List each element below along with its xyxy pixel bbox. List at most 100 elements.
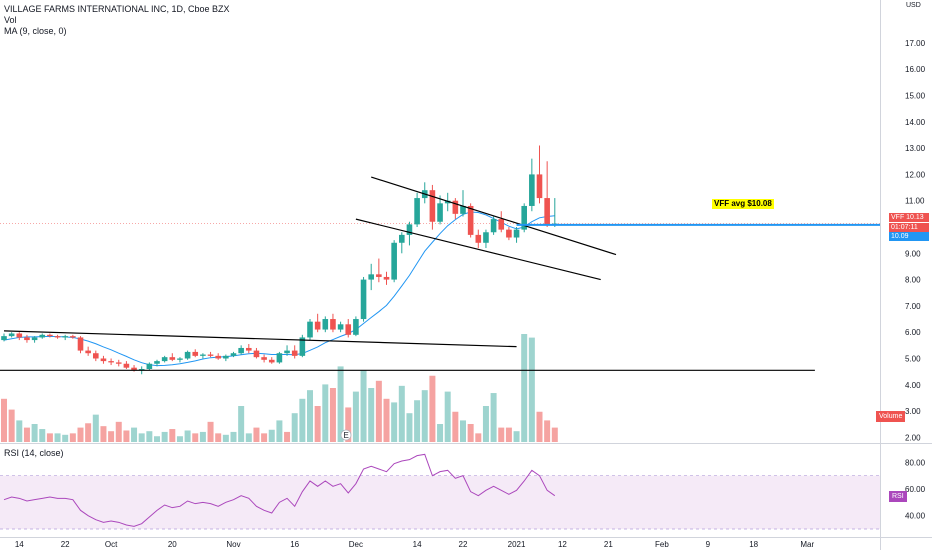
candle-body [444,200,451,204]
time-tick-label: 14 [413,540,422,549]
volume-bar [131,427,138,442]
candle-body [261,357,267,360]
volume-bar [505,427,512,442]
volume-bar [475,433,482,442]
ma-value-tag: 10.09 [889,232,929,241]
rsi-line [3,453,556,527]
candle-body [47,334,53,337]
candle-body [544,198,550,225]
legend-ma[interactable]: MA (9, close, 0) [4,26,67,36]
candle-body [383,276,390,280]
candle-body [353,319,359,335]
candle-body [521,205,527,230]
countdown-tag: 01:07:11 [889,223,929,232]
candle-body [39,334,46,338]
volume-bar [115,421,122,442]
rsi-tick-label: 40.00 [905,512,926,521]
volume-bar [253,427,260,442]
candle-body [299,337,306,356]
candle-body [100,358,107,362]
candle-body [253,350,260,358]
volume-bar [46,433,53,442]
avg-price-annotation[interactable]: VFF avg $10.08 [712,199,774,209]
candle-body [391,242,397,280]
volume-bar [62,434,69,442]
candle-body [506,229,512,238]
candle-body [337,324,344,330]
volume-bar [276,420,283,442]
trendline [3,330,517,348]
volume-bar [307,390,313,442]
volume-bar [16,420,23,442]
main-legend: VILLAGE FARMS INTERNATIONAL INC, 1D, Cbo… [4,4,230,37]
candle-body [498,219,505,230]
volume-bar [69,433,76,442]
time-tick-label: 21 [604,540,613,549]
candle-body [62,336,68,338]
volume-bar [39,429,46,442]
candle-body [467,205,474,235]
candle-body [307,321,313,338]
candle-body [54,336,61,338]
currency-label: USD [906,2,921,9]
volume-bar [77,427,84,442]
legend-rsi-title[interactable]: RSI (14, close) [4,448,64,458]
candle-body [70,336,76,338]
candle-body [16,333,23,338]
volume-bar [146,431,153,442]
legend-title[interactable]: VILLAGE FARMS INTERNATIONAL INC, 1D, Cbo… [4,4,230,14]
volume-bar [54,433,61,442]
candle-body [284,350,290,354]
legend-volume[interactable]: Vol [4,15,17,25]
price-tick-label: 7.00 [905,302,921,311]
candle-body [368,274,374,280]
volume-bar [398,385,405,442]
trendline [355,218,601,281]
volume-bar [322,384,329,442]
candle-body [108,361,114,363]
time-tick-label: 12 [558,540,567,549]
time-tick-label: 18 [749,540,758,549]
volume-bar [123,430,130,442]
candle-body [230,353,237,356]
candle-body [246,347,252,351]
time-tick-label: 20 [168,540,177,549]
volume-bar [368,388,375,442]
volume-bar [513,431,520,442]
volume-bar [314,406,321,442]
candle-body [376,274,382,277]
candle-body [169,357,176,360]
volume-bar [154,436,160,442]
candle-body [207,354,214,356]
volume-bar [261,433,268,442]
volume-bar [437,424,444,442]
candle-body [322,319,329,330]
candle-body [513,229,520,238]
volume-bar [521,334,528,442]
candle-body [115,362,122,364]
price-tick-label: 3.00 [905,407,921,416]
price-tick-label: 16.00 [905,65,926,74]
time-tick-label: 16 [290,540,299,549]
price-tick-label: 13.00 [905,144,926,153]
candle-body [437,203,443,222]
price-tick-label: 8.00 [905,276,921,285]
candle-body [330,319,336,330]
volume-bar [207,421,214,442]
candle-body [161,357,168,362]
volume-bar [215,433,222,442]
volume-bar [414,400,421,442]
volume-bar [245,433,252,442]
candle-body [238,347,244,354]
candle-body [138,369,145,371]
candle-body [490,219,497,233]
candle-body [123,363,130,368]
candle-body [475,234,482,243]
volume-bar [100,426,107,442]
candle-body [452,200,459,214]
price-tick-label: 11.00 [905,197,925,206]
rsi-legend: RSI (14, close) [4,448,64,459]
candle-body [529,174,535,206]
candle-body [93,353,99,359]
